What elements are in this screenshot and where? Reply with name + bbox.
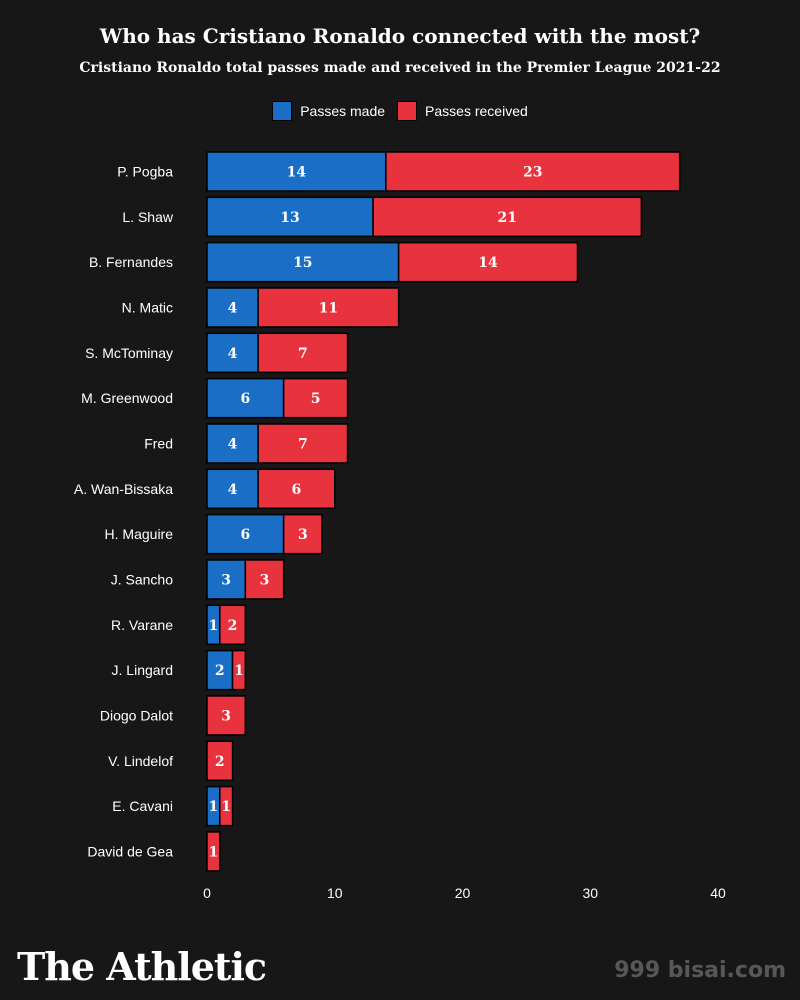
legend-swatch-made — [272, 101, 293, 121]
x-tick-label: 10 — [327, 885, 343, 901]
category-label: L. Shaw — [122, 209, 173, 225]
bar-passes-received — [257, 468, 336, 510]
data-label: 14 — [287, 165, 307, 181]
bar-chart: P. Pogba 14 23L. Shaw 13 21B. Fernandes 15 14N… — [74, 151, 726, 901]
bar-passes-made — [206, 377, 285, 419]
bar-passes-received — [219, 785, 234, 827]
data-label: 5 — [311, 391, 321, 407]
data-label: 7 — [298, 436, 308, 452]
bar-passes-received — [257, 332, 349, 374]
bar-passes-received — [206, 695, 247, 736]
data-label: 14 — [478, 255, 498, 271]
chart-title: Who has Cristiano Ronaldo connected with… — [99, 24, 701, 48]
legend-label-received: Passes received — [425, 103, 528, 119]
category-label: H. Maguire — [105, 526, 174, 542]
bar-passes-received — [257, 287, 400, 328]
data-label: 11 — [319, 300, 338, 316]
data-label: 2 — [215, 754, 225, 770]
data-label: 3 — [221, 572, 231, 588]
brand-logo: The Athletic — [17, 944, 267, 989]
bar-passes-received — [231, 649, 247, 691]
data-label: 3 — [221, 708, 231, 724]
legend-item-received: Passes received — [397, 101, 528, 121]
chart-subtitle: Cristiano Ronaldo total passes made and … — [79, 60, 721, 76]
x-tick-label: 0 — [203, 885, 211, 901]
data-label: 2 — [228, 618, 238, 634]
x-tick-label: 20 — [455, 885, 471, 901]
category-label: P. Pogba — [117, 164, 173, 180]
data-label: 21 — [497, 210, 516, 226]
bar-passes-made — [206, 513, 285, 555]
legend-swatch-received — [397, 101, 418, 121]
bar-passes-received — [219, 604, 247, 646]
watermark: 999 bisai.com — [614, 958, 786, 983]
data-label: 1 — [209, 844, 219, 860]
data-label: 6 — [292, 482, 302, 498]
category-label: V. Lindelof — [108, 753, 173, 769]
category-label: N. Matic — [122, 299, 173, 315]
category-label: J. Lingard — [112, 662, 173, 678]
data-label: 1 — [221, 799, 231, 815]
category-label: B. Fernandes — [89, 254, 173, 270]
bar-passes-made — [206, 468, 259, 510]
bar-passes-received — [397, 241, 579, 283]
category-label: J. Sancho — [111, 571, 173, 587]
data-label: 15 — [293, 255, 312, 271]
data-label: 4 — [228, 482, 238, 498]
data-label: 7 — [298, 346, 308, 362]
data-label: 4 — [228, 300, 238, 316]
data-label: 13 — [280, 210, 299, 226]
category-label: Diogo Dalot — [100, 707, 173, 723]
bar-passes-made — [206, 196, 374, 238]
bar-passes-received — [282, 513, 323, 555]
bar-passes-received — [372, 196, 643, 238]
data-label: 1 — [209, 618, 219, 634]
category-label: David de Gea — [87, 843, 173, 859]
x-tick-label: 40 — [710, 885, 726, 901]
legend: Passes made Passes received — [0, 101, 800, 121]
category-label: R. Varane — [111, 617, 173, 633]
legend-item-made: Passes made — [272, 101, 385, 121]
category-label: E. Cavani — [112, 798, 173, 814]
bar-passes-received — [244, 559, 285, 600]
data-label: 1 — [234, 663, 244, 679]
data-label: 6 — [240, 391, 250, 407]
category-label: Fred — [144, 435, 173, 451]
data-label: 1 — [209, 799, 219, 815]
bar-passes-received — [257, 423, 349, 464]
bar-passes-received — [385, 151, 681, 192]
category-label: S. McTominay — [85, 345, 173, 361]
data-label: 4 — [228, 436, 238, 452]
bar-passes-received — [206, 831, 221, 872]
bar-passes-made — [206, 649, 234, 691]
data-label: 4 — [228, 346, 238, 362]
legend-label-made: Passes made — [300, 103, 386, 119]
bar-passes-made — [206, 287, 259, 328]
category-label: A. Wan-Bissaka — [74, 481, 173, 497]
bar-passes-received — [206, 740, 234, 782]
data-label: 2 — [215, 663, 225, 679]
bar-passes-received — [282, 377, 349, 419]
category-label: M. Greenwood — [81, 390, 173, 406]
bar-passes-made — [206, 423, 259, 464]
data-label: 6 — [240, 527, 250, 543]
data-label: 3 — [298, 527, 308, 543]
x-tick-label: 30 — [582, 885, 598, 901]
data-label: 3 — [260, 572, 270, 588]
data-label: 23 — [523, 165, 542, 181]
